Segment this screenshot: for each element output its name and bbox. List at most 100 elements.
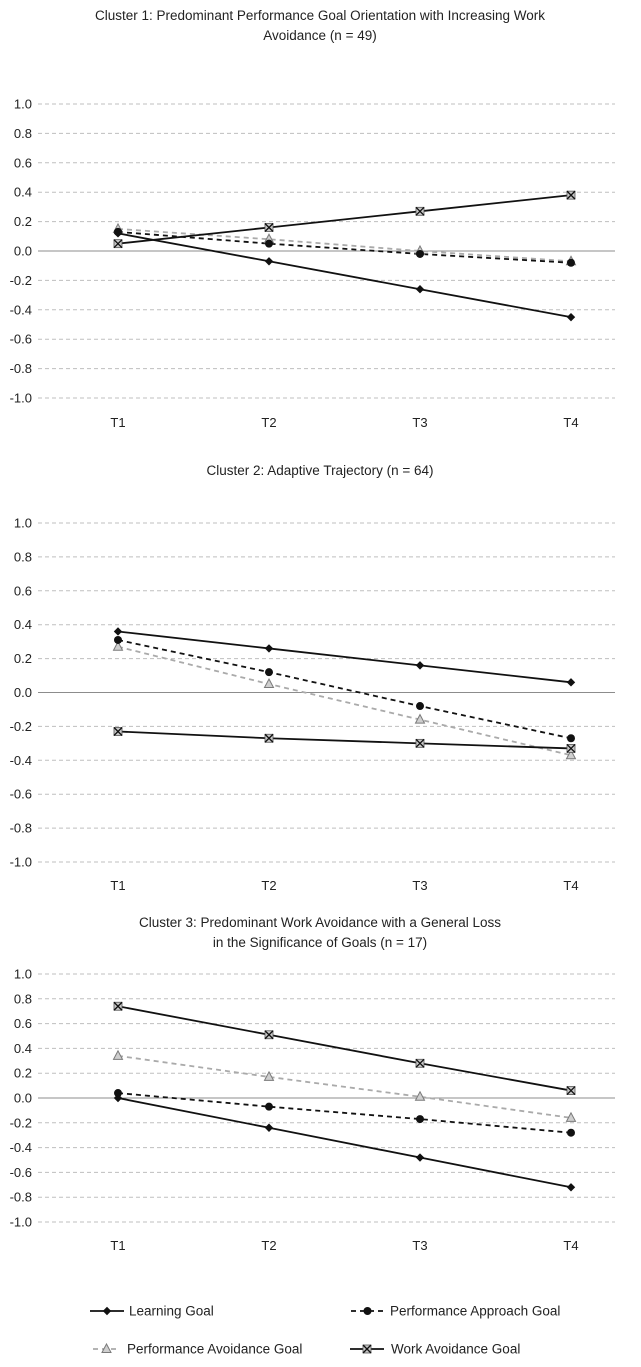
- series-line-learning-goal: [117, 1097, 572, 1189]
- data-point-diamond: [264, 1123, 274, 1132]
- data-point-diamond: [566, 678, 576, 687]
- data-point-cross: [264, 733, 274, 743]
- x-tick-label: T1: [110, 878, 125, 893]
- x-tick-label: T4: [563, 878, 578, 893]
- data-point-diamond: [102, 1306, 112, 1316]
- chart-title-line: Cluster 2: Adaptive Trajectory (n = 64): [207, 463, 434, 478]
- data-point-diamond: [113, 627, 123, 636]
- series-line-work-avoidance-goal: [117, 194, 572, 245]
- y-tick-label: 0.2: [14, 1066, 32, 1081]
- legend-label: Learning Goal: [129, 1304, 214, 1319]
- series-line-learning-goal: [117, 232, 572, 319]
- y-tick-label: 0.4: [14, 1041, 32, 1056]
- data-point-triangle: [101, 1342, 112, 1353]
- legend-label: Work Avoidance Goal: [391, 1342, 520, 1357]
- series-line-performance-approach-goal: [117, 1092, 572, 1134]
- data-point-triangle: [414, 713, 426, 724]
- legend-label: Performance Avoidance Goal: [127, 1342, 302, 1357]
- data-point-triangle: [112, 1049, 124, 1060]
- data-point-triangle: [263, 1070, 275, 1081]
- data-point-cross: [566, 190, 576, 200]
- data-point-diamond: [264, 644, 274, 653]
- data-point-cross: [415, 738, 425, 748]
- y-tick-label: -0.8: [10, 361, 32, 376]
- chart-panel-1: Cluster 1: Predominant Performance Goal …: [10, 8, 615, 430]
- y-tick-label: 0.8: [14, 126, 32, 141]
- chart-title-line: in the Significance of Goals (n = 17): [213, 935, 427, 950]
- chart-title-line: Avoidance (n = 49): [263, 28, 376, 43]
- y-tick-label: -0.4: [10, 753, 32, 768]
- data-point-cross: [362, 1344, 372, 1354]
- y-tick-label: -0.4: [10, 1140, 32, 1155]
- y-tick-label: -0.6: [10, 787, 32, 802]
- data-point-circle: [265, 239, 273, 248]
- data-point-triangle: [565, 749, 577, 760]
- y-tick-label: 1.0: [14, 967, 32, 982]
- chart-panel-2: Cluster 2: Adaptive Trajectory (n = 64) 1…: [10, 463, 615, 893]
- series-line-performance-approach-goal: [117, 230, 572, 264]
- data-point-cross: [264, 223, 274, 232]
- y-tick-label: 0.6: [14, 155, 32, 170]
- x-tick-label: T2: [261, 415, 276, 430]
- legend: Learning Goal Performance Approach Goal Pe…: [90, 1304, 560, 1357]
- x-tick-label: T4: [563, 1238, 578, 1253]
- y-tick-label: -0.4: [10, 302, 32, 317]
- series-line-performance-approach-goal: [117, 639, 572, 740]
- series-line-performance-avoidance-goal: [117, 228, 572, 263]
- y-tick-label: -0.6: [10, 1165, 32, 1180]
- y-tick-label: -0.2: [10, 719, 32, 734]
- y-tick-label: 1.0: [14, 97, 32, 112]
- x-tick-label: T2: [261, 878, 276, 893]
- data-point-circle: [363, 1307, 372, 1315]
- data-point-cross: [415, 1058, 425, 1068]
- data-point-cross: [113, 727, 123, 736]
- series-line-performance-avoidance-goal: [117, 1054, 572, 1119]
- x-tick-label: T1: [110, 415, 125, 430]
- y-tick-label: 0.6: [14, 1016, 32, 1031]
- data-point-triangle: [565, 1111, 577, 1122]
- data-point-triangle: [414, 1090, 426, 1101]
- x-tick-label: T3: [412, 415, 427, 430]
- data-point-cross: [113, 239, 123, 249]
- series-line-work-avoidance-goal: [117, 730, 572, 750]
- legend-label: Performance Approach Goal: [390, 1304, 560, 1319]
- x-tick-label: T1: [110, 1238, 125, 1253]
- data-point-circle: [416, 249, 424, 258]
- y-tick-label: 0.0: [14, 244, 32, 259]
- x-tick-label: T4: [563, 415, 578, 430]
- data-point-circle: [567, 734, 575, 743]
- y-tick-label: 0.2: [14, 651, 32, 666]
- x-tick-label: T3: [412, 878, 427, 893]
- data-point-diamond: [415, 661, 425, 670]
- y-tick-label: -1.0: [10, 391, 32, 406]
- data-point-cross: [566, 1086, 576, 1096]
- chart-title-line: Cluster 3: Predominant Work Avoidance wi…: [139, 915, 501, 930]
- y-tick-label: -0.6: [10, 332, 32, 347]
- y-tick-label: 0.0: [14, 1091, 32, 1106]
- x-tick-label: T2: [261, 1238, 276, 1253]
- y-tick-label: -0.2: [10, 273, 32, 288]
- data-point-triangle: [263, 677, 275, 689]
- chart-panel-3: Cluster 3: Predominant Work Avoidance wi…: [10, 915, 615, 1253]
- y-tick-label: 0.2: [14, 214, 32, 229]
- y-tick-label: 0.8: [14, 991, 32, 1006]
- data-point-diamond: [566, 312, 576, 322]
- data-point-circle: [567, 258, 575, 267]
- y-tick-label: 0.0: [14, 685, 32, 700]
- data-point-cross: [566, 743, 576, 753]
- data-point-circle: [567, 1128, 575, 1137]
- data-point-circle: [114, 1089, 122, 1098]
- data-point-diamond: [415, 1153, 425, 1162]
- data-point-diamond: [415, 285, 425, 294]
- data-point-circle: [265, 668, 273, 677]
- y-tick-label: -1.0: [10, 1215, 32, 1230]
- series-line-learning-goal: [117, 630, 572, 684]
- series-line-work-avoidance-goal: [117, 1005, 572, 1092]
- data-point-diamond: [264, 257, 274, 266]
- x-tick-label: T3: [412, 1238, 427, 1253]
- data-point-circle: [265, 1102, 273, 1111]
- y-tick-label: 0.4: [14, 617, 32, 632]
- series-line-performance-avoidance-goal: [117, 645, 572, 757]
- data-point-circle: [114, 635, 122, 644]
